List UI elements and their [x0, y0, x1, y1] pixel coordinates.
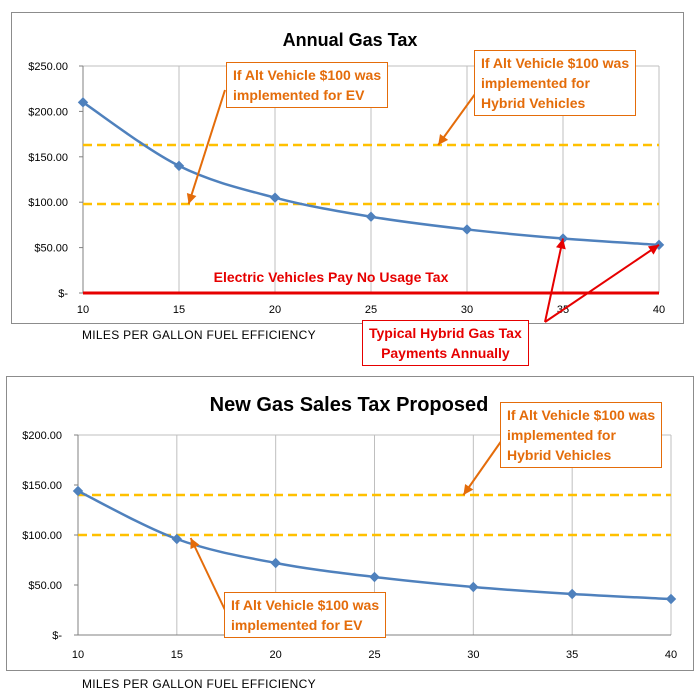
- data-point: [77, 97, 89, 108]
- callout-hybrid-proposed: If Alt Vehicle $100 was implemented for …: [500, 402, 663, 468]
- data-point: [369, 571, 380, 583]
- arrow-hybrid-35: [544, 238, 564, 323]
- y-tick-label: $150.00: [28, 152, 68, 164]
- data-point: [173, 160, 185, 172]
- reference-line-label: Electric Vehicles Pay No Usage Tax: [214, 269, 449, 285]
- x-tick-label: 25: [365, 304, 377, 316]
- x-tick-label: 15: [173, 304, 185, 316]
- x-tick-label: 25: [368, 649, 380, 661]
- arrow-ev-annual: [187, 89, 226, 205]
- x-tick-label: 35: [566, 649, 578, 661]
- x-tick-label: 40: [665, 649, 677, 661]
- y-tick-label: $100.00: [28, 197, 68, 209]
- arrow-hybrid-annual-head: [438, 133, 449, 145]
- arrow-ev-proposed-head: [190, 538, 200, 550]
- chart-title: Annual Gas Tax: [283, 30, 418, 50]
- x-tick-label: 20: [269, 304, 281, 316]
- arrow-ev-annual-head: [186, 192, 197, 205]
- arrow-ev-proposed: [189, 537, 226, 611]
- y-tick-label: $200.00: [22, 430, 62, 442]
- x-tick-label: 15: [171, 649, 183, 661]
- data-point: [72, 485, 84, 497]
- x-axis-label: MILES PER GALLON FUEL EFFICIENCY: [82, 677, 316, 691]
- data-point: [468, 581, 479, 593]
- arrow-hybrid-40: [544, 244, 660, 323]
- y-tick-label: $150.00: [22, 480, 62, 492]
- y-tick-label: $50.00: [34, 243, 68, 255]
- data-point: [270, 557, 281, 569]
- arrow-hybrid-proposed: [462, 439, 503, 496]
- x-tick-label: 10: [77, 304, 89, 316]
- data-point: [665, 593, 677, 605]
- y-tick-label: $200.00: [28, 106, 68, 118]
- x-tick-label: 10: [72, 649, 84, 661]
- data-point: [171, 533, 183, 545]
- x-tick-label: 40: [653, 304, 665, 316]
- callout-hybrid-annual: If Alt Vehicle $100 was implemented for …: [474, 50, 637, 116]
- x-tick-label: 30: [461, 304, 473, 316]
- arrow-hybrid-40-head: [647, 244, 659, 255]
- chart-1-plot: Annual Gas Tax10152025303540$-$50.00$100…: [28, 30, 665, 316]
- y-tick-label: $250.00: [28, 61, 68, 73]
- callout-ev-annual: If Alt Vehicle $100 was implemented for …: [226, 62, 389, 108]
- chart-title: New Gas Sales Tax Proposed: [210, 394, 489, 416]
- arrow-hybrid-annual: [437, 89, 479, 146]
- data-point: [566, 588, 578, 600]
- callout-typical-hybrid: Typical Hybrid Gas Tax Payments Annually: [362, 320, 529, 366]
- arrow-hybrid-proposed-head: [463, 483, 474, 495]
- y-tick-label: $-: [52, 630, 62, 642]
- chart-2-plot: New Gas Sales Tax Proposed 10 15 20 25 30 35 40…: [22, 394, 677, 661]
- y-tick-label: $50.00: [28, 580, 62, 592]
- data-point: [461, 224, 473, 235]
- y-tick-label: $-: [58, 288, 68, 300]
- y-tick-label: $100.00: [22, 530, 62, 542]
- x-tick-label: 20: [270, 649, 282, 661]
- x-axis-label: MILES PER GALLON FUEL EFFICIENCY: [82, 328, 316, 342]
- data-point: [365, 211, 377, 222]
- data-point: [269, 192, 281, 203]
- x-tick-label: 30: [467, 649, 479, 661]
- callout-ev-proposed: If Alt Vehicle $100 was implemented for …: [224, 592, 387, 638]
- arrow-hybrid-35-head: [556, 238, 566, 250]
